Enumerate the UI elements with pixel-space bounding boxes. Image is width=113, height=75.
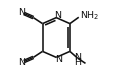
Text: H: H (74, 58, 81, 67)
Text: N: N (53, 11, 60, 20)
Text: NH$_2$: NH$_2$ (79, 10, 99, 22)
Text: N: N (55, 55, 62, 64)
Text: N: N (18, 8, 25, 17)
Text: N: N (18, 58, 25, 67)
Text: N: N (74, 52, 81, 62)
